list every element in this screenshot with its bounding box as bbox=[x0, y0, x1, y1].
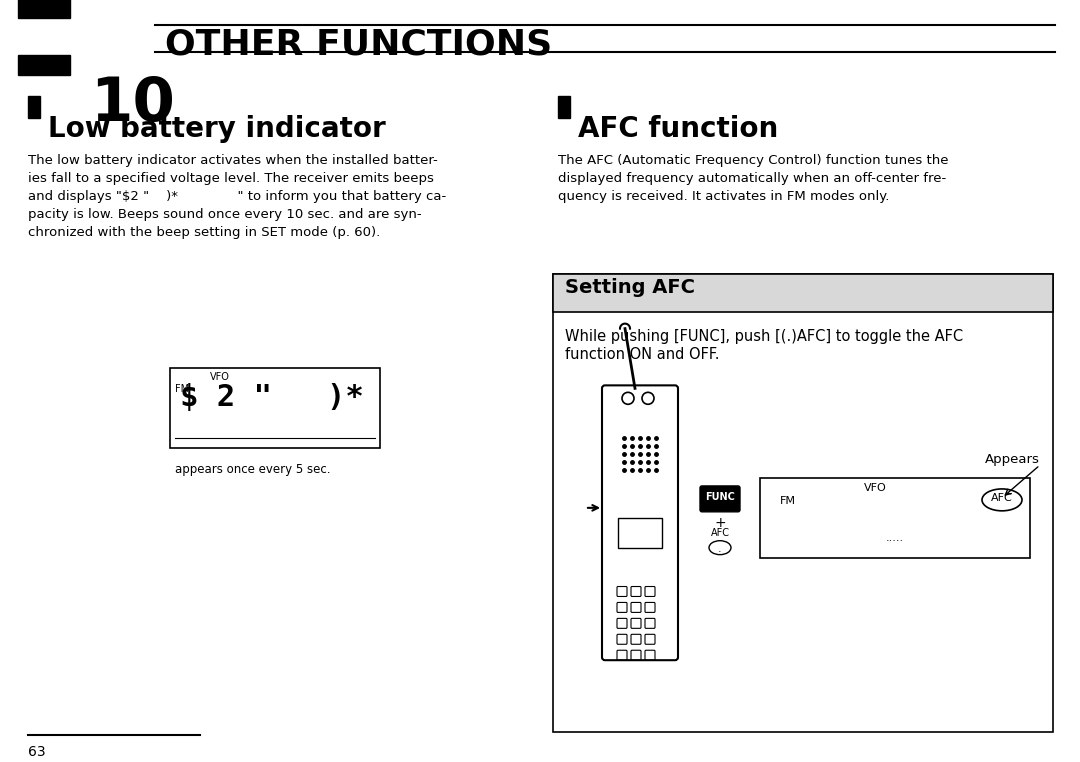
Text: pacity is low. Beeps sound once every 10 sec. and are syn-: pacity is low. Beeps sound once every 10… bbox=[28, 208, 421, 221]
Text: FM: FM bbox=[175, 384, 189, 395]
Text: ies fall to a specified voltage level. The receiver emits beeps: ies fall to a specified voltage level. T… bbox=[28, 172, 434, 185]
Text: FM: FM bbox=[780, 496, 796, 506]
Text: FUNC: FUNC bbox=[705, 492, 734, 502]
Bar bbox=[618, 518, 662, 548]
Text: The low battery indicator activates when the installed batter-: The low battery indicator activates when… bbox=[28, 155, 437, 168]
Text: $ 2 "   )*: $ 2 " )* bbox=[180, 383, 364, 412]
Text: OTHER FUNCTIONS: OTHER FUNCTIONS bbox=[165, 28, 552, 62]
Text: AFC: AFC bbox=[991, 493, 1013, 503]
Text: displayed frequency automatically when an off-center fre-: displayed frequency automatically when a… bbox=[558, 172, 946, 185]
Text: +: + bbox=[714, 516, 726, 530]
Text: and displays "$2 "    )*              " to inform you that battery ca-: and displays "$2 " )* " to inform you th… bbox=[28, 190, 446, 203]
Text: AFC function: AFC function bbox=[578, 114, 779, 142]
Bar bbox=[170, 369, 380, 448]
Bar bbox=[553, 274, 1053, 732]
Text: VFO: VFO bbox=[210, 373, 230, 383]
Text: .: . bbox=[718, 544, 721, 554]
Bar bbox=[760, 478, 1030, 558]
Text: 10: 10 bbox=[90, 75, 175, 133]
Bar bbox=[553, 274, 1053, 312]
Text: .....: ..... bbox=[886, 533, 904, 543]
Text: appears once every 5 sec.: appears once every 5 sec. bbox=[175, 463, 330, 476]
Bar bbox=[28, 95, 40, 117]
Text: quency is received. It activates in FM modes only.: quency is received. It activates in FM m… bbox=[558, 190, 889, 203]
Text: VFO: VFO bbox=[864, 483, 887, 493]
Bar bbox=[18, 0, 70, 18]
Text: Low battery indicator: Low battery indicator bbox=[48, 114, 386, 142]
Text: function ON and OFF.: function ON and OFF. bbox=[565, 347, 719, 361]
Bar bbox=[558, 95, 570, 117]
Text: chronized with the beep setting in SET mode (p. 60).: chronized with the beep setting in SET m… bbox=[28, 226, 380, 239]
Text: Appears: Appears bbox=[985, 453, 1040, 466]
Text: Setting AFC: Setting AFC bbox=[565, 278, 696, 297]
Bar bbox=[18, 55, 70, 75]
Text: The AFC (Automatic Frequency Control) function tunes the: The AFC (Automatic Frequency Control) fu… bbox=[558, 155, 948, 168]
FancyBboxPatch shape bbox=[700, 486, 740, 512]
Text: While pushing [FUNC], push [(.)AFC] to toggle the AFC: While pushing [FUNC], push [(.)AFC] to t… bbox=[565, 328, 963, 344]
Text: 63: 63 bbox=[28, 744, 45, 759]
Text: AFC: AFC bbox=[711, 528, 729, 538]
